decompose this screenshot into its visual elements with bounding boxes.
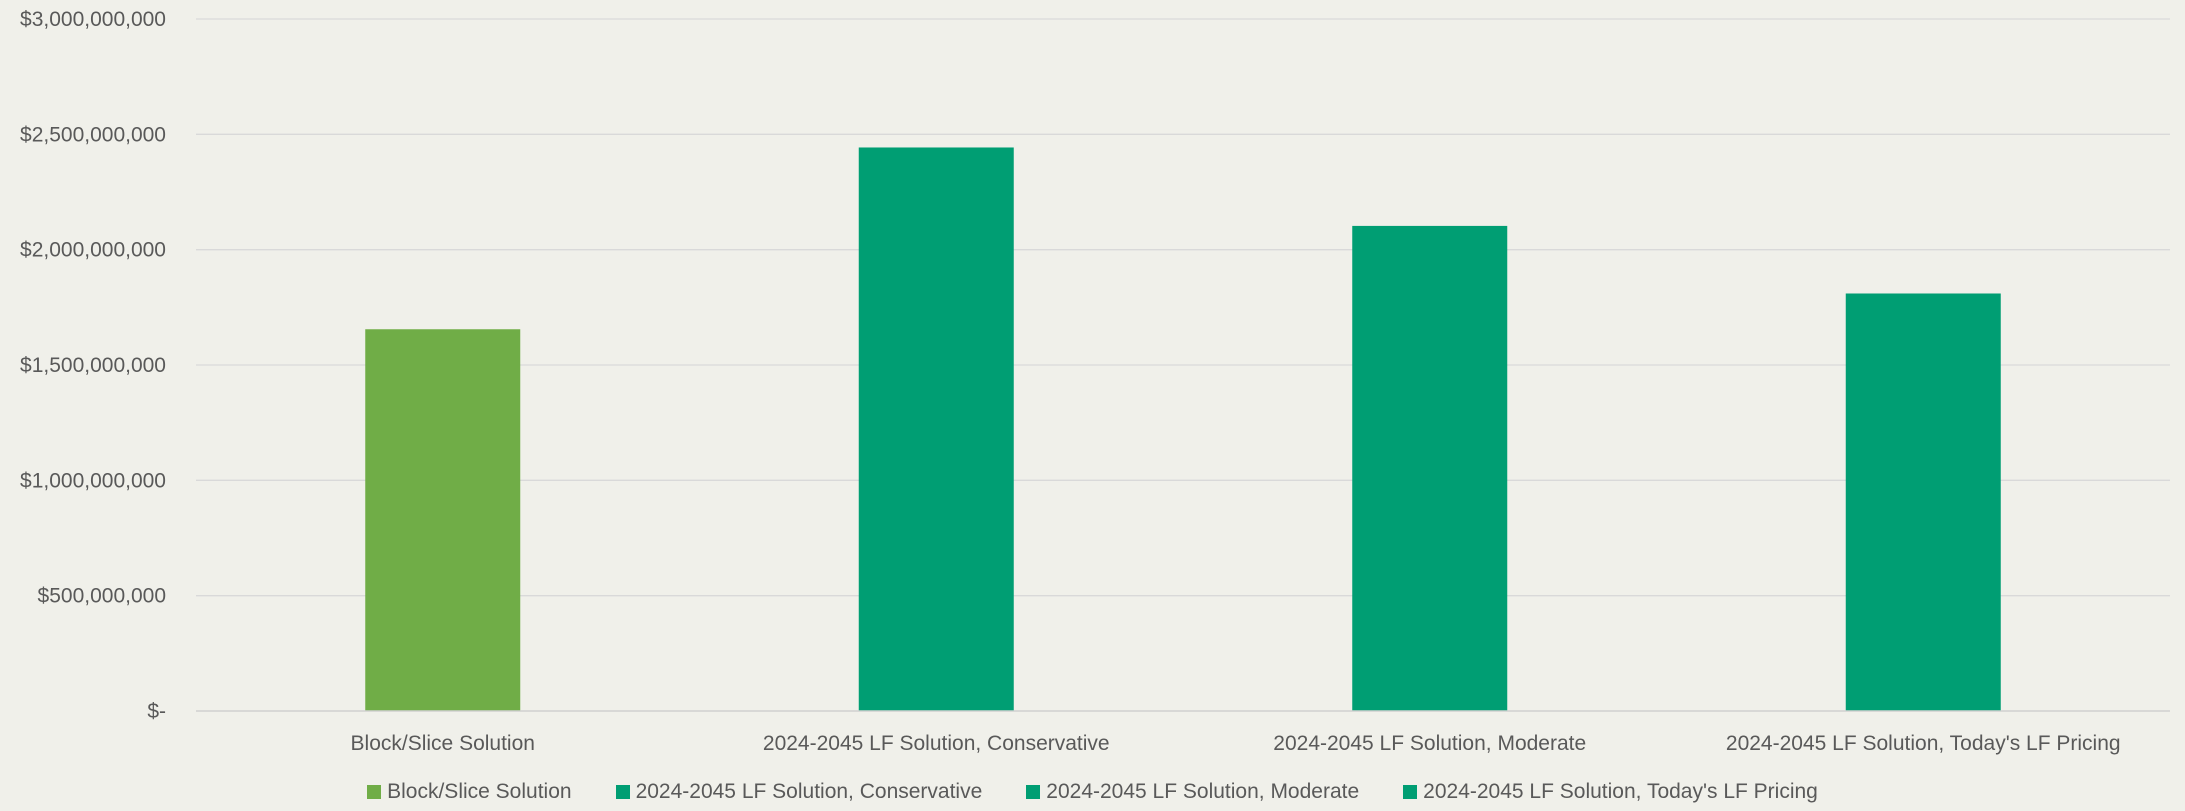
- legend-swatch: [367, 785, 382, 799]
- bar-chart: $- $500,000,000 $1,000,000,000 $1,500,000,0…: [20, 8, 2170, 755]
- x-tick-label: 2024-2045 LF Solution, Conservative: [763, 732, 1110, 755]
- y-tick-label: $500,000,000: [38, 585, 166, 608]
- legend-item: 2024-2045 LF Solution, Moderate: [1026, 780, 1359, 804]
- y-axis-tick-labels: $- $500,000,000 $1,000,000,000 $1,500,000,0…: [20, 8, 166, 723]
- bar: [858, 147, 1014, 712]
- x-tick-label: 2024-2045 LF Solution, Moderate: [1273, 732, 1586, 755]
- bar: [365, 329, 521, 711]
- x-axis-category-labels: Block/Slice Solution 2024-2045 LF Solutio…: [351, 732, 2121, 755]
- legend-label: 2024-2045 LF Solution, Today's LF Pricin…: [1423, 780, 1818, 803]
- y-tick-label: $2,500,000,000: [20, 123, 166, 146]
- legend-item: 2024-2045 LF Solution, Today's LF Pricin…: [1403, 780, 1818, 804]
- bars: [365, 147, 2001, 712]
- chart-legend: Block/Slice Solution 2024-2045 LF Solutio…: [0, 780, 2185, 804]
- bar: [1845, 293, 2001, 711]
- legend-swatch: [615, 785, 630, 799]
- legend-item: Block/Slice Solution: [367, 780, 572, 804]
- y-tick-label: $1,500,000,000: [20, 354, 166, 377]
- x-tick-label: 2024-2045 LF Solution, Today's LF Pricin…: [1726, 732, 2121, 755]
- y-tick-label: $3,000,000,000: [20, 8, 166, 31]
- y-tick-label: $2,000,000,000: [20, 239, 166, 262]
- legend-swatch: [1026, 785, 1041, 799]
- gridlines: [196, 18, 2170, 597]
- legend-label: Block/Slice Solution: [387, 780, 572, 803]
- legend-label: 2024-2045 LF Solution, Conservative: [635, 780, 983, 803]
- legend-item: 2024-2045 LF Solution, Conservative: [615, 780, 983, 804]
- legend-swatch: [1403, 785, 1418, 799]
- x-tick-label: Block/Slice Solution: [351, 732, 535, 755]
- y-tick-label: $1,000,000,000: [20, 469, 166, 492]
- bar: [1352, 225, 1508, 711]
- legend-label: 2024-2045 LF Solution, Moderate: [1046, 780, 1360, 803]
- y-tick-label: $-: [147, 700, 166, 723]
